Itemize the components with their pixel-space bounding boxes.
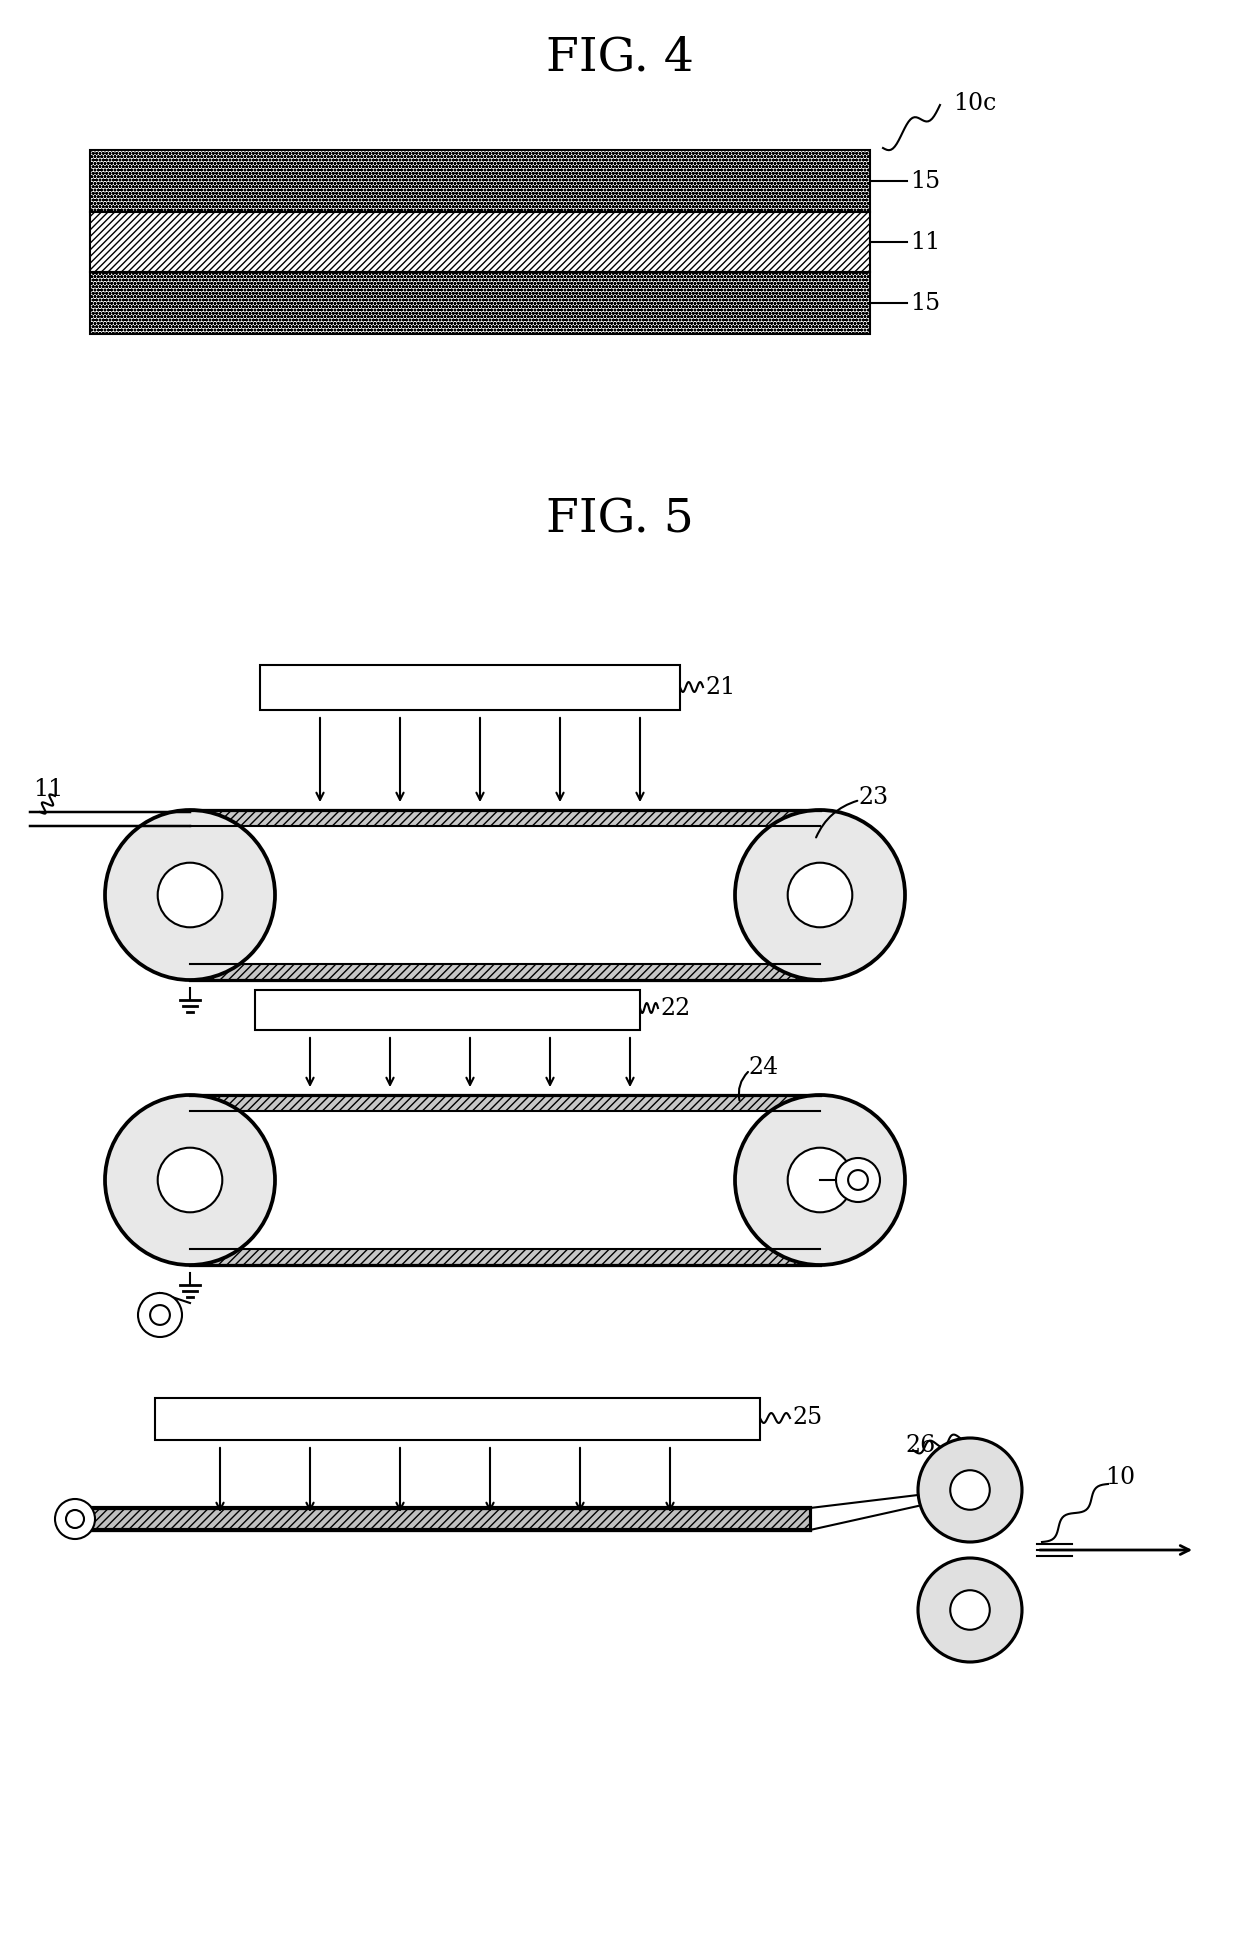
- Text: 11: 11: [910, 231, 940, 253]
- Bar: [91, 272, 870, 333]
- Text: 26: 26: [905, 1434, 935, 1456]
- Text: 10: 10: [1105, 1467, 1135, 1489]
- Circle shape: [735, 809, 905, 980]
- Circle shape: [150, 1305, 170, 1324]
- Circle shape: [787, 862, 852, 927]
- Text: 15: 15: [910, 292, 940, 315]
- Circle shape: [735, 1095, 905, 1266]
- Bar: [190, 809, 820, 827]
- Text: 25: 25: [792, 1407, 822, 1430]
- Circle shape: [848, 1170, 868, 1189]
- Circle shape: [55, 1499, 95, 1540]
- Circle shape: [157, 862, 222, 927]
- Circle shape: [918, 1557, 1022, 1661]
- Text: 15: 15: [910, 170, 940, 192]
- Circle shape: [105, 1095, 275, 1266]
- Bar: [190, 1250, 820, 1266]
- Text: 10c: 10c: [954, 92, 996, 114]
- Bar: [91, 212, 870, 272]
- Circle shape: [157, 1148, 222, 1213]
- Circle shape: [138, 1293, 182, 1336]
- Text: 24: 24: [748, 1056, 779, 1079]
- Bar: [260, 664, 680, 709]
- Text: FIG. 4: FIG. 4: [546, 35, 694, 80]
- Text: 23: 23: [858, 786, 888, 809]
- Circle shape: [66, 1510, 84, 1528]
- Text: 11: 11: [33, 778, 63, 801]
- Text: FIG. 5: FIG. 5: [546, 498, 694, 543]
- Circle shape: [836, 1158, 880, 1203]
- Bar: [81, 1508, 810, 1530]
- Bar: [190, 1095, 820, 1111]
- Circle shape: [950, 1591, 990, 1630]
- Bar: [190, 964, 820, 980]
- Circle shape: [950, 1471, 990, 1510]
- Bar: [91, 151, 870, 212]
- Text: 21: 21: [706, 676, 735, 699]
- Bar: [255, 989, 640, 1030]
- Bar: [155, 1399, 760, 1440]
- Circle shape: [918, 1438, 1022, 1542]
- Circle shape: [787, 1148, 852, 1213]
- Text: 22: 22: [660, 997, 691, 1019]
- Circle shape: [105, 809, 275, 980]
